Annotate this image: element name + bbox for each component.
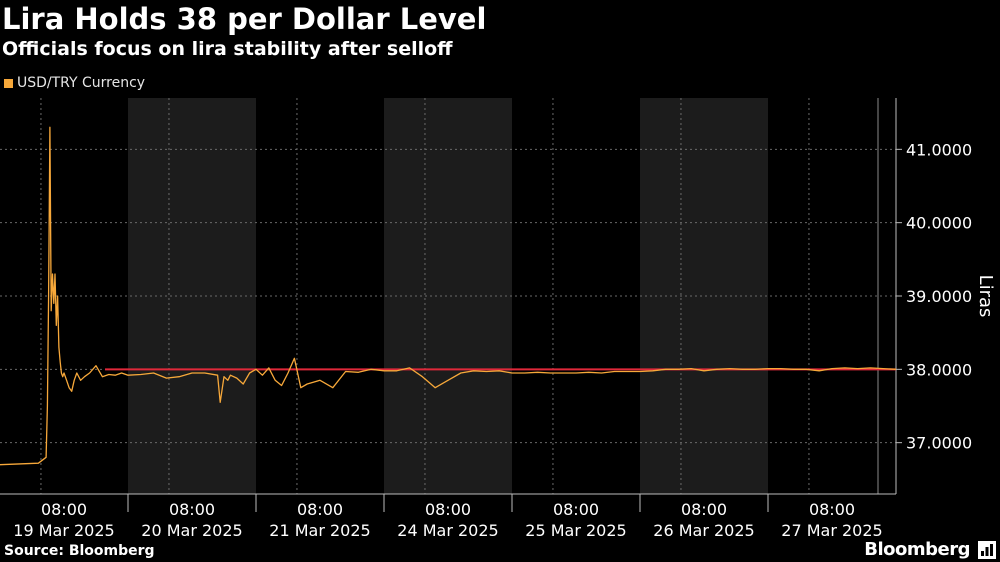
y-tick-label-1: 38.0000 [906, 360, 972, 379]
x-tick-time-0: 08:00 [41, 500, 87, 519]
x-tick-time-3: 08:00 [425, 500, 471, 519]
y-tick-label-2: 39.0000 [906, 287, 972, 306]
shaded-day-3 [384, 98, 512, 494]
legend-label-usd-try: USD/TRY Currency [17, 75, 146, 91]
legend: USD/TRY Currency [4, 75, 145, 91]
legend-swatch-usd-try [4, 78, 13, 88]
bloomberg-chart-icon [978, 541, 996, 559]
x-tick-date-4: 25 Mar 2025 [525, 521, 626, 540]
x-tick-date-6: 27 Mar 2025 [781, 521, 882, 540]
y-tick-label-4: 41.0000 [906, 140, 972, 159]
y-axis-title: Liras [975, 275, 996, 318]
shaded-day-5 [640, 98, 768, 494]
x-tick-date-3: 24 Mar 2025 [397, 521, 498, 540]
chart-title: Lira Holds 38 per Dollar Level [2, 2, 487, 36]
x-tick-date-0: 19 Mar 2025 [13, 521, 114, 540]
source-note: Source: Bloomberg [4, 543, 155, 559]
chart-subtitle: Officials focus on lira stability after … [2, 38, 453, 60]
y-tick-label-3: 40.0000 [906, 214, 972, 233]
brand-logo-text: Bloomberg [864, 539, 970, 560]
x-tick-time-1: 08:00 [169, 500, 215, 519]
x-tick-time-2: 08:00 [297, 500, 343, 519]
x-tick-time-6: 08:00 [809, 500, 855, 519]
x-tick-date-2: 21 Mar 2025 [269, 521, 370, 540]
series-line-usd-try [0, 126, 897, 466]
x-tick-date-5: 26 Mar 2025 [653, 521, 754, 540]
x-tick-date-1: 20 Mar 2025 [141, 521, 242, 540]
y-tick-label-0: 37.0000 [906, 434, 972, 453]
x-tick-time-4: 08:00 [553, 500, 599, 519]
x-tick-time-5: 08:00 [681, 500, 727, 519]
